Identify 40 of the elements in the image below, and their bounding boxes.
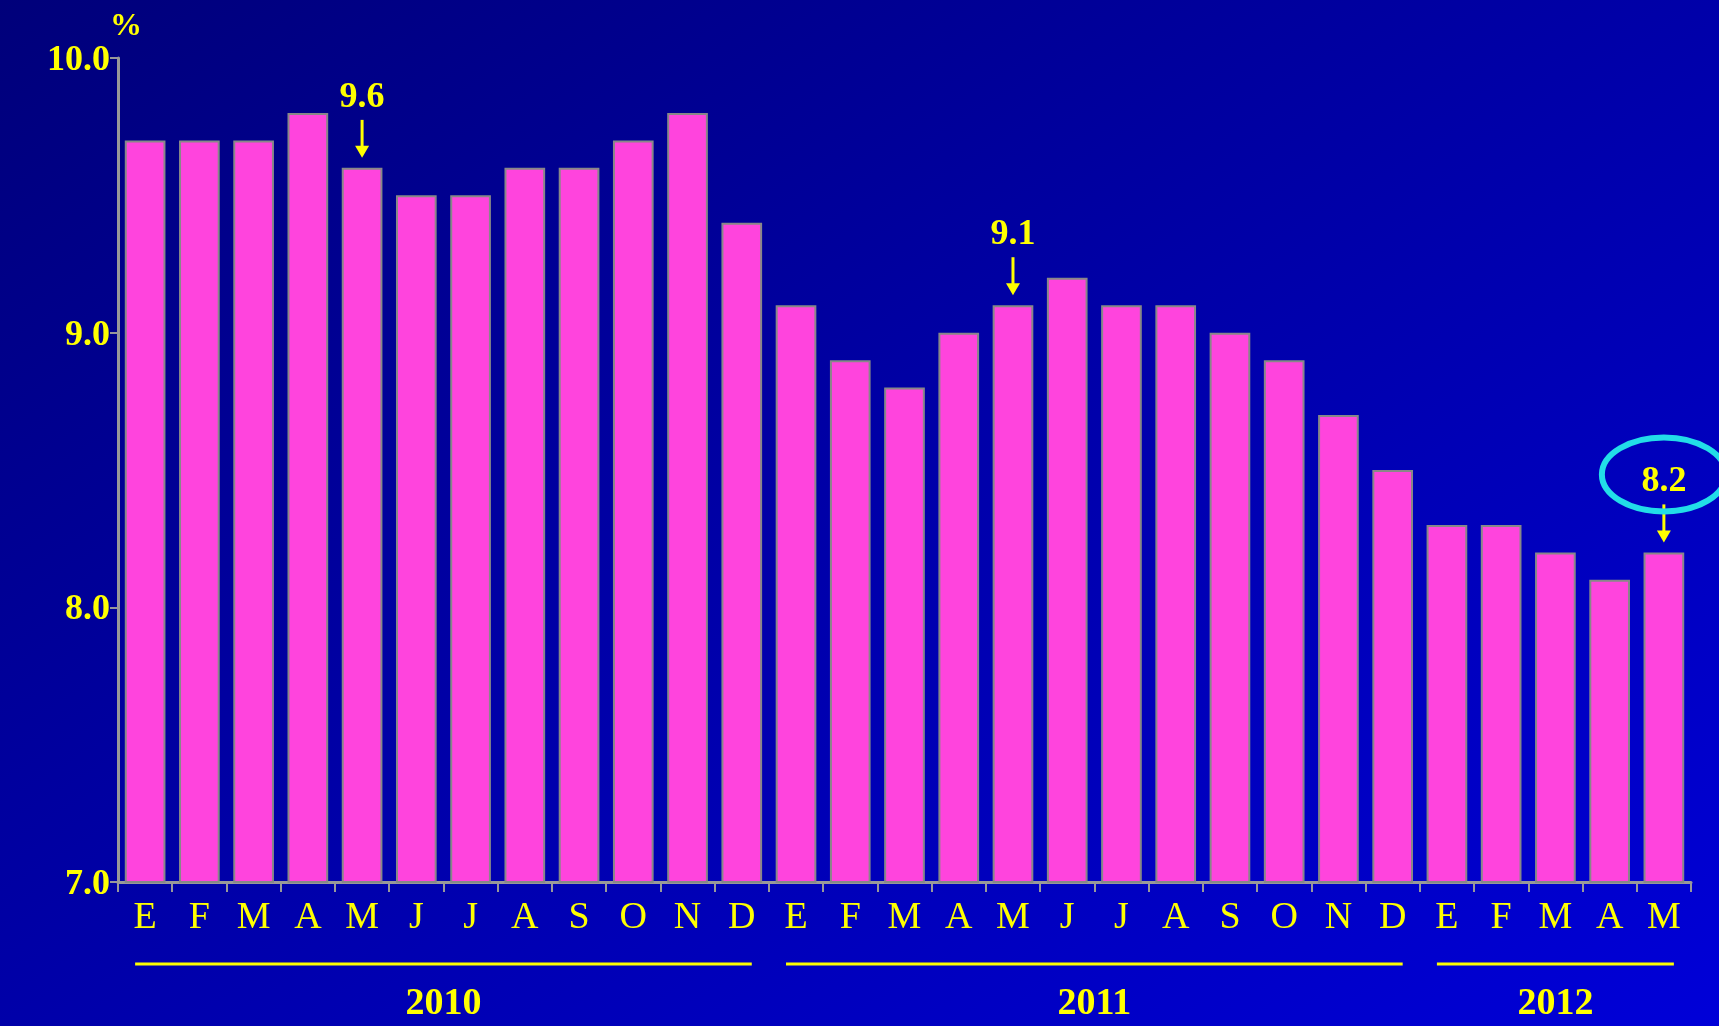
x-tick-label: A <box>511 894 540 936</box>
x-tick-label: M <box>1646 894 1681 936</box>
x-tick-label: E <box>1435 894 1459 936</box>
x-tick-label: D <box>728 894 756 936</box>
x-tick-label: D <box>1378 894 1407 936</box>
x-tick-label: M <box>1538 894 1573 936</box>
text: 2012 <box>1517 980 1594 1022</box>
x-tick-label: A <box>294 894 323 936</box>
x-tick-label: A <box>945 894 974 936</box>
x-tick-label: M <box>996 894 1030 936</box>
x-tick-label: O <box>1270 894 1298 936</box>
x-tick-label: N <box>1324 894 1353 936</box>
x-tick-label: F <box>839 894 861 936</box>
text: 2010 <box>405 980 482 1022</box>
x-tick-label: J <box>1059 894 1075 936</box>
y-tick-label: 10.0 <box>47 38 110 78</box>
x-tick-label: M <box>887 894 922 936</box>
data-label: 9.6 <box>339 74 385 115</box>
x-tick-label: N <box>673 894 702 936</box>
x-tick-label: M <box>236 894 271 936</box>
x-tick-label: J <box>463 894 478 936</box>
x-tick-label: O <box>619 894 648 936</box>
x-tick-label: A <box>1161 894 1190 936</box>
y-axis-title: % <box>110 6 142 43</box>
x-tick-label: E <box>784 894 808 936</box>
x-tick-label: J <box>408 894 424 936</box>
x-tick-label: S <box>568 894 590 936</box>
x-tick-label: A <box>1595 894 1624 936</box>
x-tick-label: F <box>188 894 210 936</box>
data-label: 9.1 <box>990 212 1036 253</box>
x-tick-label: E <box>133 894 157 936</box>
x-tick-label: M <box>345 894 379 936</box>
y-tick-label: 7.0 <box>65 862 110 902</box>
y-tick-label: 9.0 <box>65 312 110 353</box>
data-label: 8.2 <box>1641 459 1687 500</box>
y-tick-label: 8.0 <box>65 587 110 628</box>
x-tick-label: J <box>1114 894 1129 936</box>
x-tick-label: F <box>1490 894 1512 936</box>
text: 2011 <box>1057 980 1132 1022</box>
x-tick-label: S <box>1219 894 1241 936</box>
